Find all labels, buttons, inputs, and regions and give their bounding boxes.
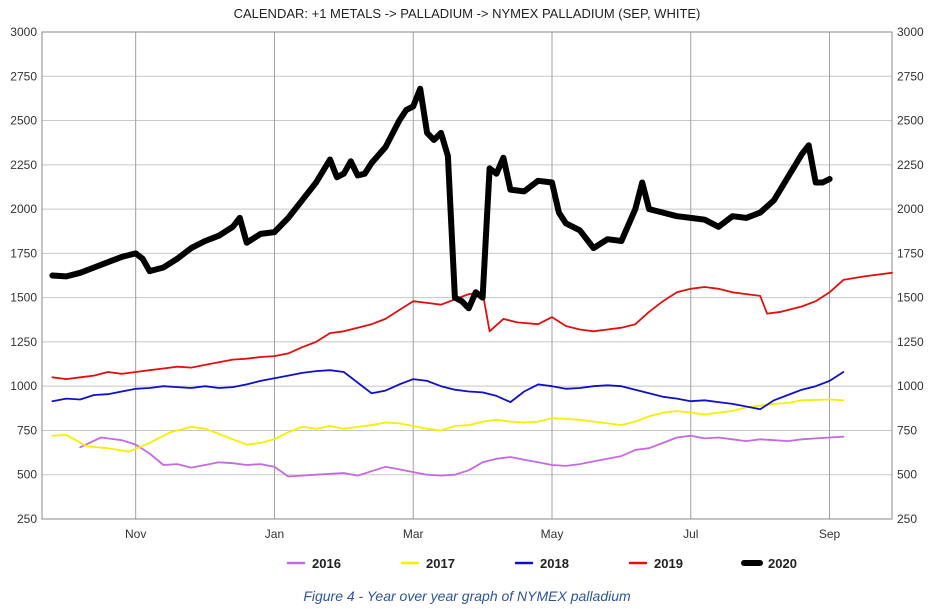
legend-label-2018: 2018 <box>540 556 569 571</box>
series-line-2016 <box>79 434 845 478</box>
y-tick-label-left: 750 <box>17 423 37 437</box>
legend-label-2020: 2020 <box>768 556 797 571</box>
x-tick-label: Mar <box>403 527 424 541</box>
legend-label-2016: 2016 <box>312 556 341 571</box>
legend-label-2019: 2019 <box>654 556 683 571</box>
y-tick-label-left: 2750 <box>10 69 37 83</box>
y-tick-label-right: 1500 <box>897 291 924 305</box>
y-tick-label-right: 1000 <box>897 379 924 393</box>
y-tick-label-left: 3000 <box>10 25 37 39</box>
y-tick-label-left: 250 <box>17 512 37 526</box>
x-axis-ticks: Nov Jan Mar May Jul Sep <box>125 527 841 541</box>
y-tick-label-left: 1750 <box>10 246 37 260</box>
legend-label-2017: 2017 <box>426 556 455 571</box>
series-lines <box>49 85 893 478</box>
x-tick-label: Nov <box>125 527 146 541</box>
x-tick-label: May <box>541 527 564 541</box>
y-tick-label-right: 2250 <box>897 158 924 172</box>
series-line-2020 <box>49 85 833 312</box>
y-tick-label-right: 750 <box>897 423 917 437</box>
y-tick-label-left: 1500 <box>10 291 37 305</box>
y-tick-label-left: 500 <box>17 468 37 482</box>
figure-caption: Figure 4 - Year over year graph of NYMEX… <box>303 588 631 604</box>
legend: 2016 2017 2018 2019 2020 <box>286 556 797 571</box>
y-tick-label-left: 1250 <box>10 335 37 349</box>
y-tick-label-right: 1750 <box>897 246 924 260</box>
series-line-2017 <box>51 398 845 453</box>
y-tick-label-right: 2750 <box>897 69 924 83</box>
series-line-2019 <box>51 271 893 380</box>
y-tick-label-left: 2500 <box>10 114 37 128</box>
y-tick-label-right: 3000 <box>897 25 924 39</box>
series-line-2018 <box>51 369 845 411</box>
y-tick-label-right: 2000 <box>897 202 924 216</box>
grid <box>42 31 892 520</box>
y-tick-label-right: 500 <box>897 468 917 482</box>
y-tick-label-right: 1250 <box>897 335 924 349</box>
chart-title: CALENDAR: +1 METALS -> PALLADIUM -> NYME… <box>234 6 701 21</box>
plot-frame <box>41 31 893 520</box>
y-tick-label-left: 1000 <box>10 379 37 393</box>
x-tick-label: Jan <box>265 527 284 541</box>
y-tick-label-left: 2250 <box>10 158 37 172</box>
x-tick-label: Sep <box>819 527 841 541</box>
y-tick-label-left: 2000 <box>10 202 37 216</box>
y-axis-ticks: 250 250 500 500 750 750 1000 1000 1250 1250 1500 15… <box>10 25 924 526</box>
y-tick-label-right: 250 <box>897 512 917 526</box>
x-tick-label: Jul <box>683 527 698 541</box>
y-tick-label-right: 2500 <box>897 114 924 128</box>
